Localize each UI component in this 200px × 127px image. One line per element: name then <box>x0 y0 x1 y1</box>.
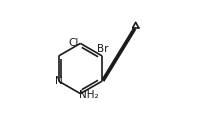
Text: N: N <box>54 76 62 86</box>
Text: Br: Br <box>97 44 108 54</box>
Text: Cl: Cl <box>68 38 78 48</box>
Text: NH₂: NH₂ <box>79 90 98 100</box>
